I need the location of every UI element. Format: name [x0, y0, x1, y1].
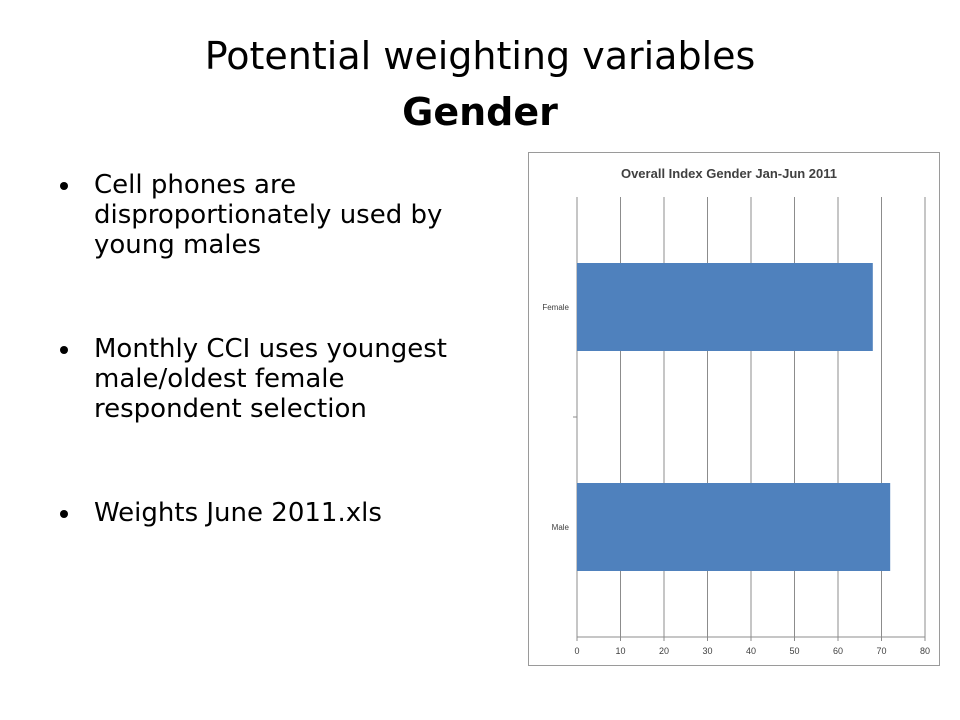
bullet-item: Weights June 2011.xls — [60, 498, 490, 528]
x-tick-label: 0 — [574, 646, 579, 656]
x-tick-label: 30 — [702, 646, 712, 656]
bullet-text: Weights June 2011.xls — [94, 498, 382, 528]
x-tick-label: 60 — [833, 646, 843, 656]
chart-frame: Overall Index Gender Jan-Jun 2011 0 10 20 3… — [528, 152, 940, 666]
category-label: Male — [552, 523, 570, 532]
x-tick-label: 80 — [920, 646, 930, 656]
chart-title: Overall Index Gender Jan-Jun 2011 — [621, 166, 837, 181]
gender-bar-chart: Overall Index Gender Jan-Jun 2011 0 10 20 3… — [542, 166, 930, 656]
bullet-dot-icon — [60, 346, 68, 354]
bar-male — [577, 483, 891, 571]
bullet-item: Cell phones are disproportionately used … — [60, 170, 490, 260]
bullet-dot-icon — [60, 510, 68, 518]
bullet-item: Monthly CCI uses youngest male/oldest fe… — [60, 334, 490, 424]
x-tick-label: 20 — [659, 646, 669, 656]
bullet-list: Cell phones are disproportionately used … — [60, 170, 490, 602]
bullet-dot-icon — [60, 182, 68, 190]
x-tick-label: 10 — [615, 646, 625, 656]
slide-title-line1: Potential weighting variables — [204, 34, 756, 78]
x-tick-label: 40 — [746, 646, 756, 656]
slide-title-line2: Gender — [402, 90, 558, 134]
slide-title: Potential weighting variables Gender — [0, 28, 960, 140]
x-tick-label: 70 — [876, 646, 886, 656]
bar-female — [577, 263, 873, 351]
bullet-text: Monthly CCI uses youngest male/oldest fe… — [94, 334, 447, 424]
x-tick-label: 50 — [789, 646, 799, 656]
bullet-text: Cell phones are disproportionately used … — [94, 170, 443, 260]
category-label: Female — [542, 303, 569, 312]
